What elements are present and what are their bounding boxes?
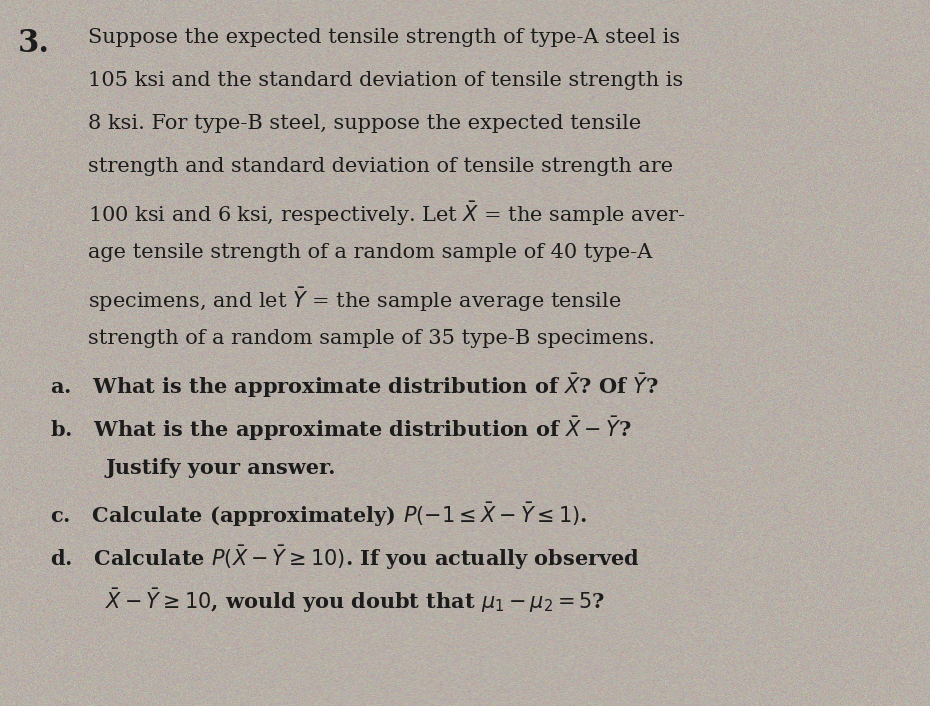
Text: Suppose the expected tensile strength of type-A steel is: Suppose the expected tensile strength of…	[88, 28, 680, 47]
Text: $\bar{X} - \bar{Y} \geq 10$, would you doubt that $\mu_1 - \mu_2 = 5$?: $\bar{X} - \bar{Y} \geq 10$, would you d…	[105, 587, 605, 615]
Text: strength and standard deviation of tensile strength are: strength and standard deviation of tensi…	[88, 157, 673, 176]
Text: strength of a random sample of 35 type-B specimens.: strength of a random sample of 35 type-B…	[88, 329, 655, 348]
Text: b.   What is the approximate distribution of $\bar{X} - \bar{Y}$?: b. What is the approximate distribution …	[50, 415, 631, 443]
Text: a.   What is the approximate distribution of $\bar{X}$? Of $\bar{Y}$?: a. What is the approximate distribution …	[50, 372, 658, 400]
Text: age tensile strength of a random sample of 40 type-A: age tensile strength of a random sample …	[88, 243, 652, 262]
Text: Justify your answer.: Justify your answer.	[105, 458, 336, 478]
Text: 100 ksi and 6 ksi, respectively. Let $\bar{X}$ = the sample aver-: 100 ksi and 6 ksi, respectively. Let $\b…	[88, 200, 685, 228]
Text: d.   Calculate $P(\bar{X} - \bar{Y} \geq 10)$. If you actually observed: d. Calculate $P(\bar{X} - \bar{Y} \geq 1…	[50, 544, 640, 573]
Text: 8 ksi. For type-B steel, suppose the expected tensile: 8 ksi. For type-B steel, suppose the exp…	[88, 114, 642, 133]
Text: 3.: 3.	[18, 28, 50, 59]
Text: 105 ksi and the standard deviation of tensile strength is: 105 ksi and the standard deviation of te…	[88, 71, 684, 90]
Text: c.   Calculate (approximately) $P(-1 \leq \bar{X} - \bar{Y} \leq 1)$.: c. Calculate (approximately) $P(-1 \leq …	[50, 501, 588, 530]
Text: specimens, and let $\bar{Y}$ = the sample average tensile: specimens, and let $\bar{Y}$ = the sampl…	[88, 286, 621, 314]
